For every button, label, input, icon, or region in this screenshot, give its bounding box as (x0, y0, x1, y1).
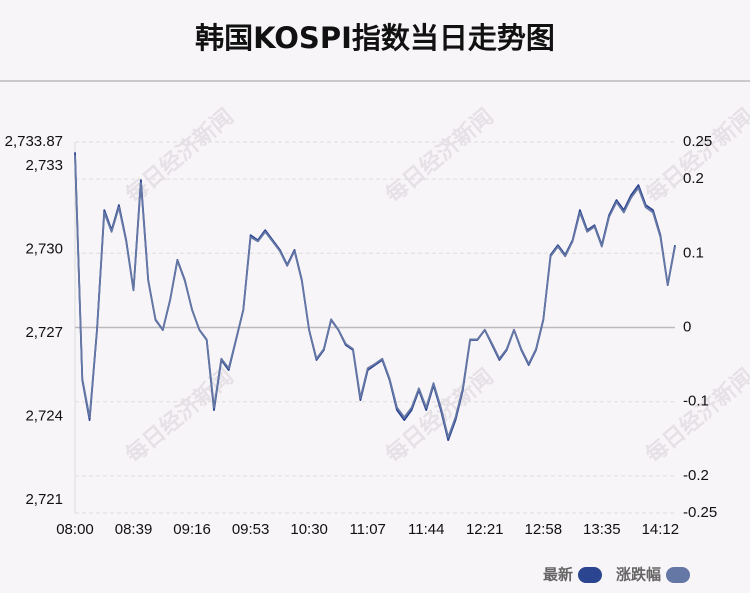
x-tick-label: 09:16 (173, 521, 211, 538)
legend-label[interactable]: 最新 (543, 566, 573, 584)
x-tick-label: 08:00 (56, 521, 94, 538)
y-tick-label: 2,733 (25, 157, 63, 174)
y2-tick-label: 0.2 (683, 170, 704, 187)
y-tick-label: 2,721 (25, 491, 63, 508)
watermark: 每日经济新闻 (381, 364, 499, 469)
watermark: 每日经济新闻 (381, 104, 499, 209)
y-tick-label: 2,727 (25, 324, 63, 341)
y2-tick-label: -0.25 (683, 504, 717, 521)
chart-title: 韩国KOSPI指数当日走势图 (195, 21, 555, 55)
y-tick-label: 2,733.87 (5, 133, 63, 150)
series-line (74, 155, 676, 439)
legend-swatch[interactable] (666, 567, 690, 583)
x-tick-label: 12:58 (525, 521, 563, 538)
watermark: 每日经济新闻 (121, 364, 239, 469)
watermark: 每日经济新闻 (121, 104, 239, 209)
y2-tick-label: -0.2 (683, 467, 709, 484)
x-tick-label: 11:44 (408, 521, 444, 538)
legend-label[interactable]: 涨跌幅 (616, 566, 661, 584)
y2-tick-label: 0 (683, 318, 691, 335)
x-tick-label: 09:53 (232, 521, 270, 538)
series-line (74, 152, 676, 441)
legend-swatch[interactable] (577, 567, 602, 583)
y2-tick-label: -0.1 (683, 393, 709, 410)
x-tick-label: 08:39 (115, 521, 153, 538)
y-tick-label: 2,730 (25, 241, 63, 258)
x-tick-label: 14:12 (642, 521, 680, 538)
y2-tick-label: 0.1 (683, 244, 704, 261)
watermark: 每日经济新闻 (641, 104, 750, 209)
y2-tick-label: 0.25 (683, 133, 712, 150)
watermark: 每日经济新闻 (641, 364, 750, 469)
x-tick-label: 11:07 (349, 521, 385, 538)
x-tick-label: 13:35 (583, 521, 621, 538)
y-tick-label: 2,724 (25, 407, 63, 424)
x-tick-label: 12:21 (466, 521, 504, 538)
x-tick-label: 10:30 (290, 521, 328, 538)
